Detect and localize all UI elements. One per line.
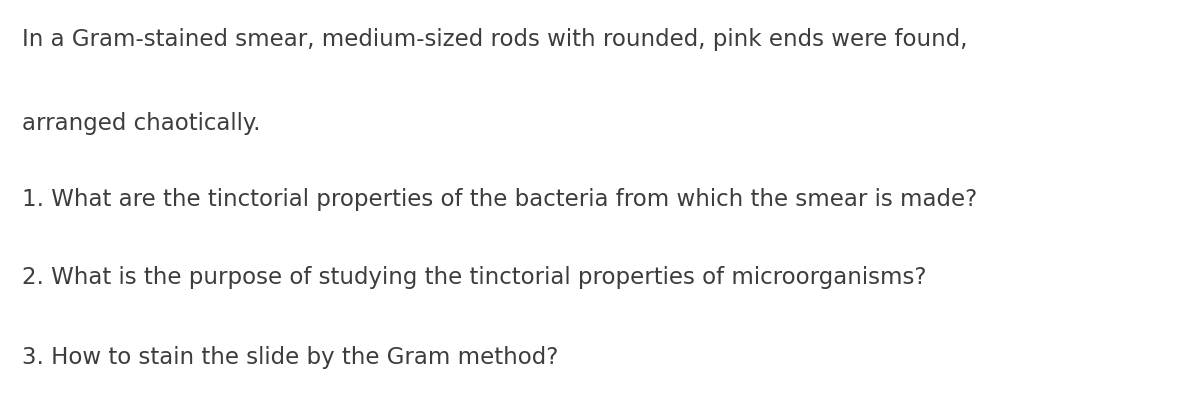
Text: 3. How to stain the slide by the Gram method?: 3. How to stain the slide by the Gram me… [22, 346, 558, 369]
Text: In a Gram-stained smear, medium-sized rods with rounded, pink ends were found,: In a Gram-stained smear, medium-sized ro… [22, 28, 967, 51]
Text: arranged chaotically.: arranged chaotically. [22, 112, 260, 135]
Text: 1. What are the tinctorial properties of the bacteria from which the smear is ma: 1. What are the tinctorial properties of… [22, 188, 977, 211]
Text: 2. What is the purpose of studying the tinctorial properties of microorganisms?: 2. What is the purpose of studying the t… [22, 266, 926, 289]
